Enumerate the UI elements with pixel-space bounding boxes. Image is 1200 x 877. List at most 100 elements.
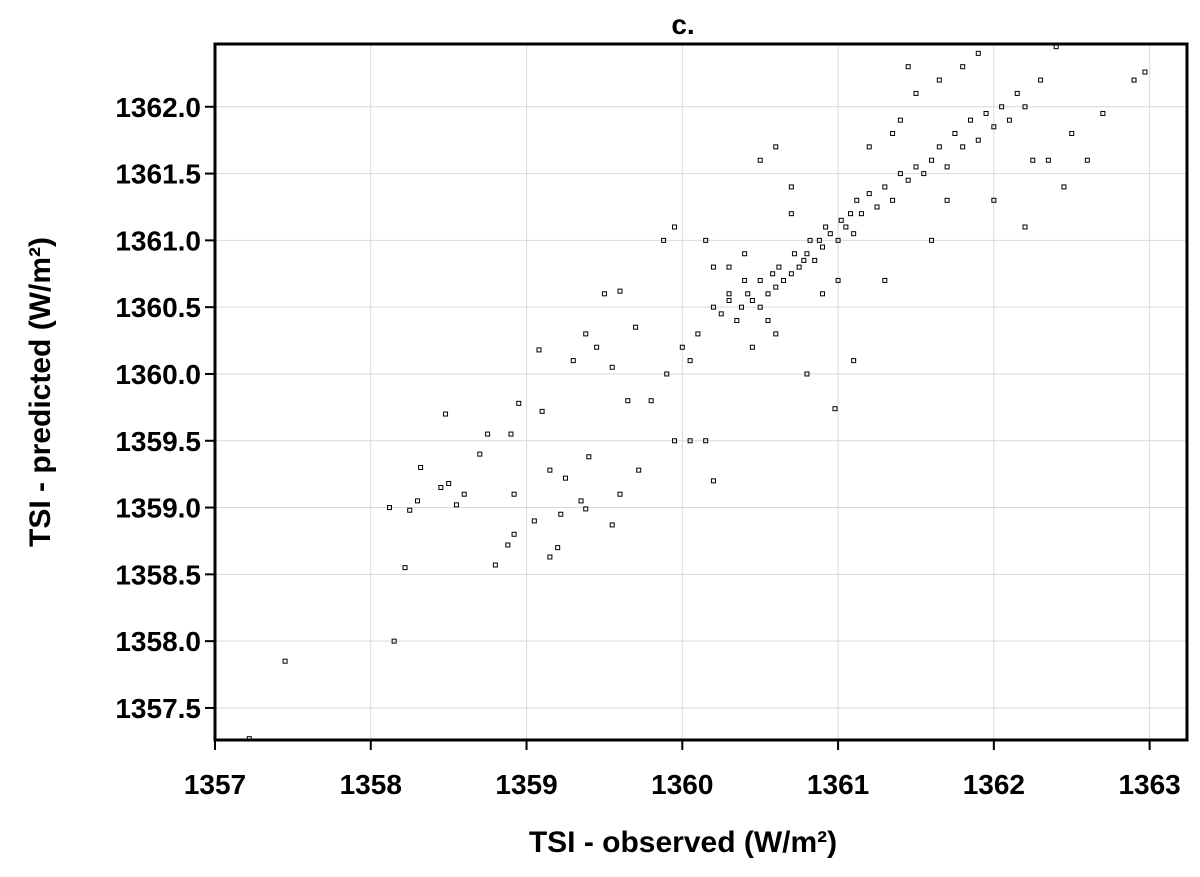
point xyxy=(804,371,810,377)
point xyxy=(765,291,771,297)
point xyxy=(583,331,589,337)
point xyxy=(446,481,452,487)
point xyxy=(547,467,553,473)
point xyxy=(594,344,600,350)
point xyxy=(1069,131,1075,137)
point xyxy=(282,658,288,664)
point xyxy=(897,171,903,177)
point xyxy=(703,438,709,444)
chart-title: c. xyxy=(671,9,694,40)
point xyxy=(913,90,919,96)
plot-frame xyxy=(213,42,1189,742)
point xyxy=(609,364,615,370)
point xyxy=(1014,90,1020,96)
y-tick-label: 1359.5 xyxy=(115,426,201,457)
point xyxy=(1131,77,1137,83)
point xyxy=(505,542,511,548)
point xyxy=(921,171,927,177)
point xyxy=(944,164,950,170)
point xyxy=(531,518,537,524)
point xyxy=(773,284,779,290)
point xyxy=(773,144,779,150)
point xyxy=(749,297,755,303)
point xyxy=(739,304,744,310)
point xyxy=(757,277,763,283)
point xyxy=(770,271,776,277)
point xyxy=(648,398,654,404)
point xyxy=(866,191,872,197)
point xyxy=(562,475,568,481)
point xyxy=(1038,77,1044,83)
y-tick-label: 1361.0 xyxy=(115,225,201,256)
point xyxy=(745,291,751,297)
point xyxy=(776,264,782,270)
point xyxy=(508,431,514,437)
point xyxy=(703,237,709,243)
point xyxy=(812,257,818,263)
point xyxy=(905,177,911,183)
y-axis-label: TSI - predicted (W/m²) xyxy=(24,237,57,547)
y-tick-label: 1360.0 xyxy=(115,359,201,390)
point xyxy=(710,264,716,270)
point xyxy=(816,237,822,243)
point xyxy=(823,224,829,230)
point xyxy=(407,507,413,513)
point xyxy=(890,197,896,203)
point xyxy=(788,184,794,190)
point xyxy=(858,211,864,217)
point xyxy=(558,511,564,517)
point xyxy=(461,491,467,497)
point xyxy=(905,64,911,70)
point xyxy=(1022,104,1028,110)
point xyxy=(788,271,794,277)
point xyxy=(485,431,491,437)
point xyxy=(874,204,880,210)
y-tick-label: 1360.5 xyxy=(115,292,201,323)
point xyxy=(555,545,561,551)
point xyxy=(827,231,833,237)
point xyxy=(832,406,838,412)
point xyxy=(710,304,716,310)
point xyxy=(625,398,631,404)
y-tick-label: 1359.0 xyxy=(115,493,201,524)
point xyxy=(1006,117,1012,123)
point xyxy=(991,124,997,130)
point xyxy=(633,324,639,330)
point xyxy=(975,50,981,56)
point xyxy=(952,131,958,137)
point xyxy=(742,251,748,257)
point xyxy=(438,485,444,491)
point xyxy=(882,184,888,190)
point xyxy=(851,231,857,237)
point xyxy=(726,297,732,303)
point xyxy=(583,506,589,512)
point xyxy=(882,277,888,283)
point xyxy=(851,358,857,364)
point xyxy=(586,454,592,460)
point xyxy=(726,264,732,270)
point xyxy=(1142,69,1148,75)
point xyxy=(983,110,989,116)
y-tick-label: 1361.5 xyxy=(115,159,201,190)
point xyxy=(664,371,670,377)
point xyxy=(672,438,678,444)
y-tick-label: 1358.0 xyxy=(115,626,201,657)
point xyxy=(418,464,424,470)
point xyxy=(710,478,716,484)
point xyxy=(695,331,701,337)
x-tick-label: 1363 xyxy=(1118,769,1180,800)
point xyxy=(773,331,779,337)
point xyxy=(936,144,942,150)
point xyxy=(1084,157,1090,163)
point xyxy=(781,277,787,283)
point xyxy=(838,217,844,223)
point xyxy=(718,311,724,317)
point xyxy=(749,344,755,350)
point xyxy=(991,197,997,203)
point xyxy=(1030,157,1036,163)
point xyxy=(788,211,794,217)
point xyxy=(516,400,522,406)
point xyxy=(820,291,825,297)
point xyxy=(539,408,545,414)
